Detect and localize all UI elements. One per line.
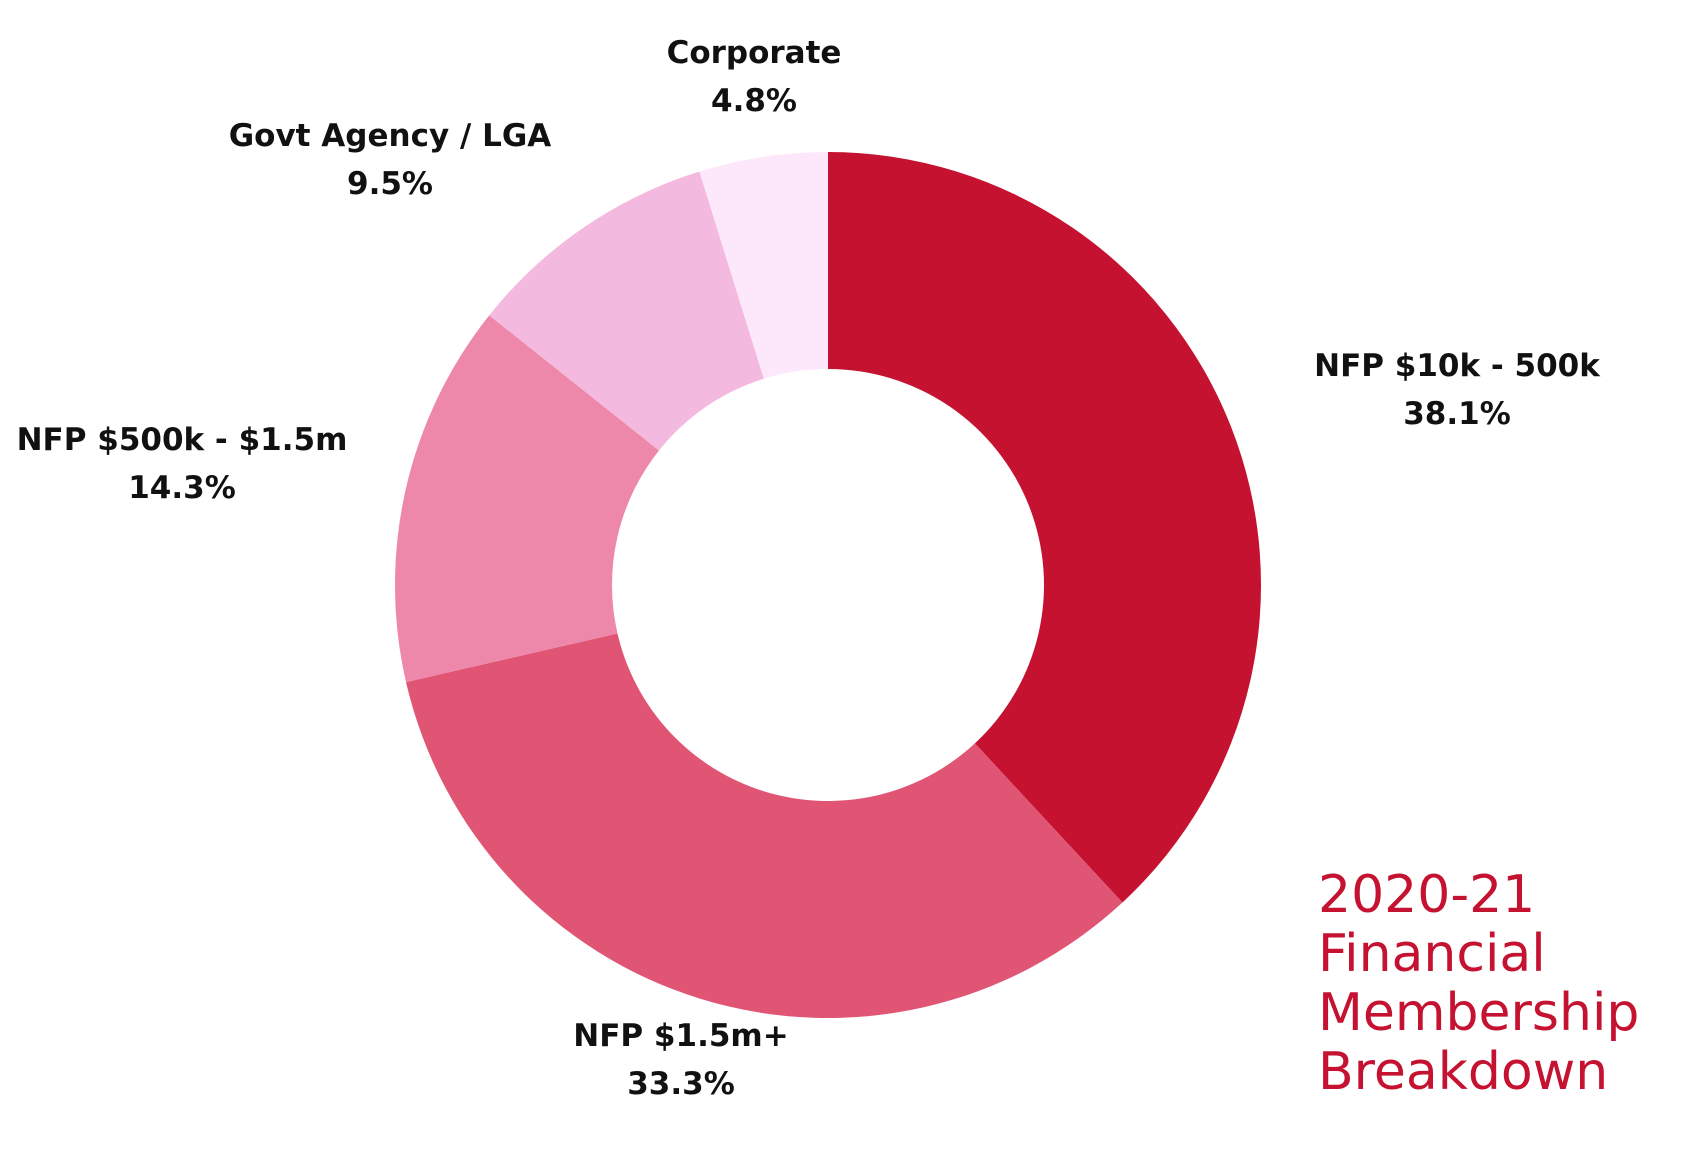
slice-value-label: 33.3%: [627, 1066, 735, 1102]
chart-title-line: Breakdown: [1318, 1042, 1609, 1102]
donut-slices: [395, 152, 1261, 1018]
slice-name-label: NFP $500k - $1.5m: [17, 422, 348, 458]
chart-title: 2020-21 Financial Membership Breakdown: [1318, 866, 1678, 1102]
slice-name-label: Govt Agency / LGA: [229, 118, 552, 154]
slice-value-label: 9.5%: [347, 166, 433, 202]
slice-labels: NFP $10k - 500k 38.1% NFP $1.5m+ 33.3% NFP $…: [17, 35, 1602, 1102]
slice-name-label: Corporate: [667, 35, 842, 71]
chart-title-line: Membership: [1318, 983, 1640, 1043]
chart-title-line: Financial: [1318, 924, 1546, 984]
donut-slice: [699, 152, 828, 379]
slice-value-label: 4.8%: [711, 83, 797, 119]
slice-value-label: 14.3%: [128, 470, 236, 506]
slice-name-label: NFP $1.5m+: [573, 1018, 788, 1054]
donut-slice: [406, 633, 1123, 1018]
donut-slice: [395, 315, 660, 683]
slice-value-label: 38.1%: [1403, 396, 1511, 432]
donut-slice: [828, 152, 1261, 903]
chart-title-line: 2020-21: [1318, 865, 1536, 925]
donut-slice: [489, 171, 764, 451]
slice-name-label: NFP $10k - 500k: [1314, 348, 1601, 384]
